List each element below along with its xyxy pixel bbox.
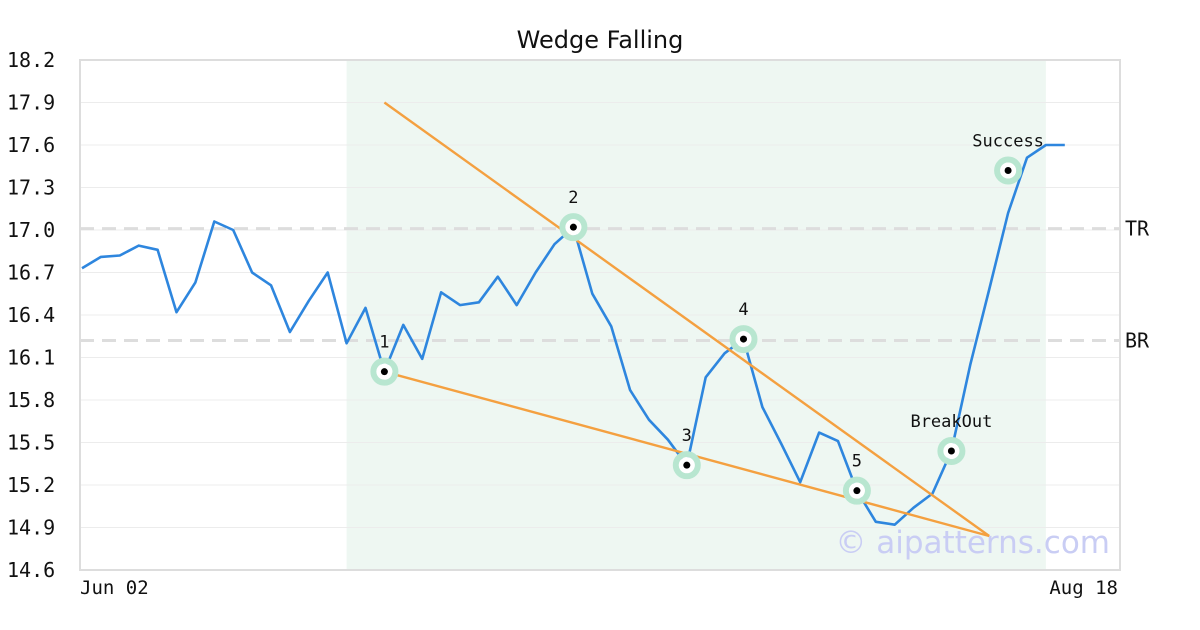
y-tick-label: 17.0 [7,218,55,242]
marker-label-1: 1 [379,333,389,353]
reference-label-tr: TR [1125,217,1150,241]
y-tick-label: 14.9 [7,516,55,540]
y-tick-label: 15.8 [7,388,55,412]
marker-dot-3 [683,461,691,469]
marker-label-5: 5 [852,452,862,472]
y-tick-label: 17.9 [7,91,55,115]
marker-ring-1 [370,357,399,386]
x-tick-label: Aug 18 [1049,577,1118,599]
y-tick-label: 17.6 [7,133,55,157]
plot-frame [79,59,1121,571]
marker-label-success: Success [972,132,1044,152]
marker-ring-3 [672,451,701,480]
marker-dot-2 [569,223,577,231]
y-tick-label: 15.5 [7,431,55,455]
y-tick-label: 17.3 [7,176,55,200]
x-tick-label: Jun 02 [80,577,149,599]
marker-ring-2 [559,213,588,242]
marker-dot-success [1004,167,1012,174]
marker-dot-1 [380,368,388,376]
y-tick-label: 18.2 [7,48,55,72]
y-tick-label: 15.2 [7,473,55,497]
marker-ring-4 [729,325,758,354]
marker-label-4: 4 [738,300,748,320]
marker-dot-5 [853,487,861,495]
y-tick-label: 14.6 [7,558,55,582]
upper-trend-line [383,101,990,537]
marker-ring-breakout [937,437,966,465]
marker-ring-5 [842,476,871,505]
marker-dot-breakout [947,447,955,455]
marker-label-2: 2 [568,188,578,208]
y-tick-label: 16.4 [7,303,55,327]
marker-dot-4 [740,335,747,343]
marker-label-3: 3 [682,426,692,446]
reference-label-br: BR [1125,329,1150,353]
chart-title: Wedge Falling [517,26,684,54]
marker-label-breakout: BreakOut [910,412,992,432]
marker-ring-success [994,156,1023,185]
y-tick-label: 16.1 [7,346,55,370]
y-tick-label: 16.7 [7,261,55,285]
